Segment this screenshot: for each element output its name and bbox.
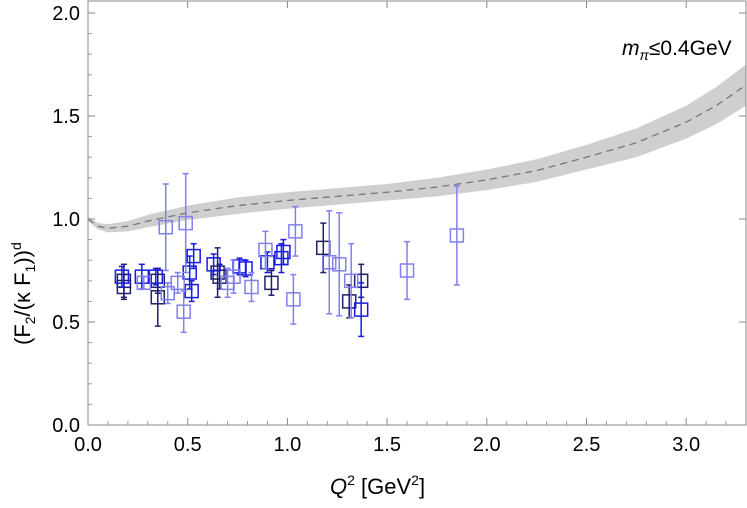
marker-square <box>238 261 253 276</box>
marker-square <box>264 275 279 291</box>
data-point-light <box>176 290 191 334</box>
marker-square <box>244 279 259 295</box>
data-point-light <box>160 282 176 305</box>
marker-square <box>399 263 415 278</box>
data-point-dark <box>264 269 279 296</box>
data-point-blue <box>184 280 199 303</box>
data-point-light <box>136 275 152 291</box>
marker-square <box>322 255 337 270</box>
data-point-blue <box>238 259 253 278</box>
data-point-dark <box>341 284 357 319</box>
marker-square <box>186 248 201 264</box>
data-point-light <box>226 259 241 294</box>
marker-square <box>206 257 221 272</box>
marker-square <box>341 294 357 309</box>
x-tick-label: 0.5 <box>174 434 202 456</box>
data-point-light <box>286 273 301 325</box>
x-tick-label: 2.0 <box>473 434 501 456</box>
marker-square <box>276 244 291 260</box>
marker-square <box>353 302 369 317</box>
data-point-light <box>399 240 415 301</box>
data-point-light <box>158 183 174 272</box>
y-axis-label: (F2/(κ F1))d <box>8 242 38 345</box>
marker-square <box>449 228 465 243</box>
central-curve <box>87 84 747 229</box>
x-tick-label: 2.5 <box>573 434 601 456</box>
x-axis-label: Q2 [GeV2] <box>330 472 425 499</box>
data-point-blue <box>353 282 369 338</box>
x-tick-label: 3.0 <box>672 434 700 456</box>
marker-square <box>178 215 193 231</box>
data-point-light <box>258 230 273 270</box>
y-tick-label: 1.5 <box>52 106 80 128</box>
marker-square <box>176 304 191 319</box>
error-band <box>88 64 746 233</box>
data-point-light <box>322 210 337 315</box>
marker-square <box>226 269 241 284</box>
x-tick-label: 1.0 <box>273 434 301 456</box>
data-point-light <box>288 205 303 257</box>
data-point-blue <box>186 242 201 270</box>
y-tick-label: 0.5 <box>52 312 80 334</box>
marker-square <box>258 242 273 258</box>
data-point-light <box>178 172 193 274</box>
marker-square <box>136 275 152 291</box>
data-point-light <box>449 185 465 286</box>
marker-square <box>150 273 166 289</box>
data-point-light <box>170 271 185 294</box>
annotation: mπ≤0.4GeV <box>622 37 732 63</box>
marker-square <box>210 265 225 280</box>
marker-square <box>170 275 185 291</box>
data-point-light <box>331 212 347 317</box>
marker-square <box>116 279 132 295</box>
data-point-light <box>244 271 259 303</box>
marker-square <box>114 269 130 284</box>
y-tick-label: 0.0 <box>52 415 80 437</box>
plot-frame <box>87 0 747 426</box>
data-point-blue <box>206 253 221 276</box>
marker-square <box>343 273 359 289</box>
marker-square <box>286 292 301 307</box>
x-tick-label: 0.0 <box>74 434 102 456</box>
data-point-light <box>343 242 359 319</box>
marker-square <box>158 219 174 235</box>
x-tick-label: 1.5 <box>373 434 401 456</box>
y-tick-label: 1.0 <box>52 209 80 231</box>
y-tick-label: 2.0 <box>52 3 80 25</box>
data-point-blue <box>114 265 130 288</box>
marker-square <box>160 285 176 301</box>
marker-square <box>288 224 303 239</box>
data-point-blue <box>276 238 291 266</box>
marker-square <box>331 257 347 272</box>
